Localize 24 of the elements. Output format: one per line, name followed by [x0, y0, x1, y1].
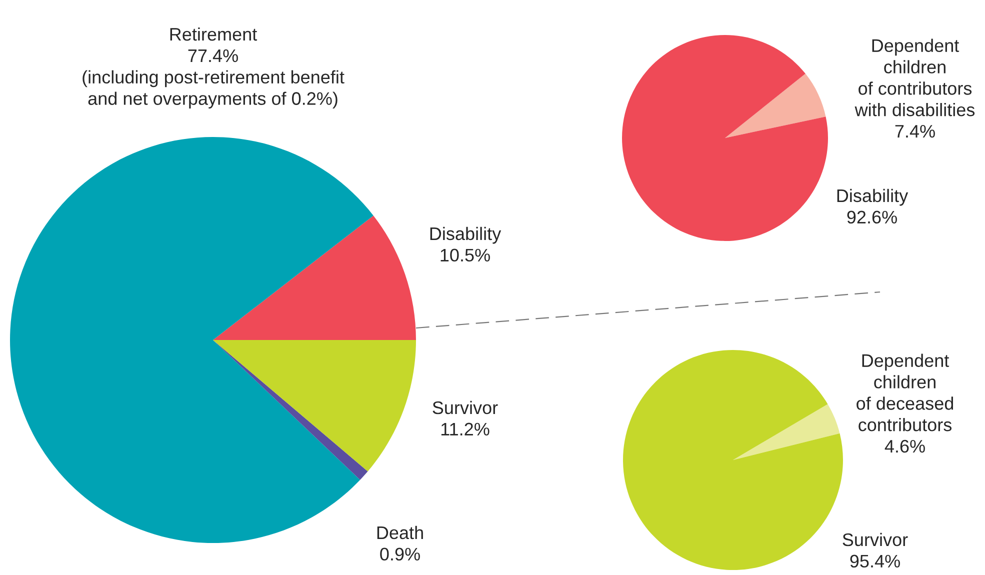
data-label: 11.2%: [441, 422, 490, 436]
data-label: 95.4%: [850, 554, 900, 568]
slice-label: Survivor: [432, 400, 498, 414]
data-label: 4.6%: [884, 440, 925, 453]
slice-label: Disability: [430, 226, 502, 244]
slice-label: Dependent children of contributors with disabilities: [854, 38, 975, 116]
data-label: 7.4%: [895, 124, 935, 138]
data-label: 10.5%: [440, 248, 490, 262]
pie-slice: [623, 350, 843, 570]
pie-slice: [725, 74, 826, 138]
slice-label: Retirement: [170, 27, 258, 41]
text: (including post-retirement benefit and net overpayments of 0.2%): [82, 70, 344, 109]
pie-slice: [733, 404, 840, 460]
pie-slice: [213, 216, 416, 340]
slice-label: Survivor: [842, 532, 908, 546]
data-label: 77.4%: [188, 49, 238, 62]
data-label: 0.9%: [380, 548, 420, 561]
pie-slice: [213, 340, 416, 472]
slice-label: Dependent children of deceased contributors: [856, 354, 954, 432]
pie-slice: [10, 137, 374, 543]
pie-slice: [622, 35, 828, 241]
slice-label: Disability: [837, 188, 908, 206]
slice-label: Death: [377, 526, 423, 540]
data-label: 92.6%: [847, 210, 897, 224]
